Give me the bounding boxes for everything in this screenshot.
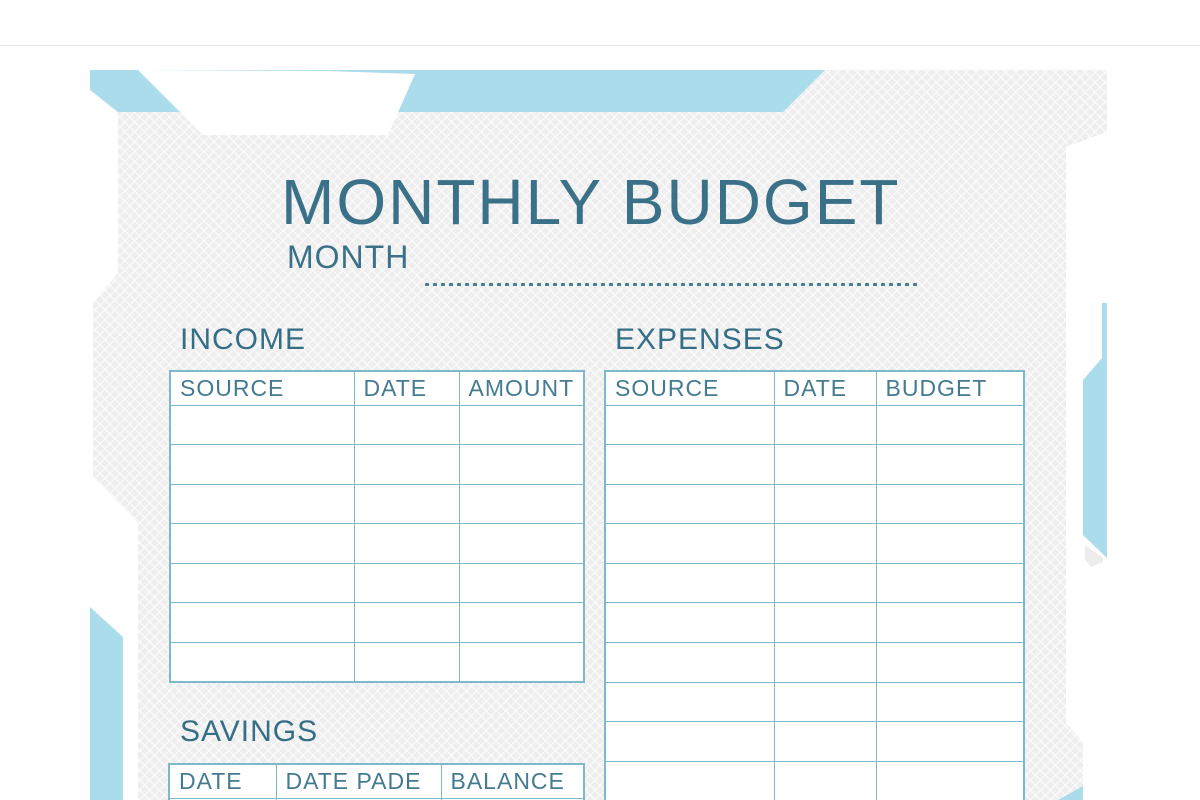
empty-cell bbox=[169, 523, 355, 564]
empty-cell bbox=[773, 721, 877, 762]
empty-cell bbox=[773, 760, 877, 800]
empty-cell bbox=[604, 642, 775, 683]
expenses-col-budget: BUDGET bbox=[875, 370, 1025, 406]
table-row bbox=[604, 681, 1025, 723]
table-row bbox=[169, 642, 585, 683]
savings-heading: SAVINGS bbox=[180, 715, 319, 748]
empty-cell bbox=[353, 602, 460, 644]
table-row bbox=[604, 562, 1025, 604]
empty-cell bbox=[604, 681, 775, 723]
empty-cell bbox=[773, 404, 877, 446]
table-row bbox=[604, 721, 1025, 762]
income-table: SOURCE DATE AMOUNT bbox=[169, 370, 585, 684]
table-row bbox=[604, 404, 1025, 446]
empty-cell bbox=[773, 483, 877, 525]
table-row bbox=[604, 760, 1025, 800]
savings-table: DATE DATE PADE BALANCE bbox=[168, 763, 585, 800]
empty-cell bbox=[169, 562, 355, 604]
income-col-date: DATE bbox=[353, 370, 460, 406]
expenses-col-source: SOURCE bbox=[604, 370, 775, 406]
table-row bbox=[168, 797, 585, 800]
empty-cell bbox=[875, 760, 1025, 800]
income-col-amount: AMOUNT bbox=[458, 370, 585, 406]
empty-cell bbox=[604, 444, 775, 485]
page-title: MONTHLY BUDGET bbox=[281, 166, 901, 238]
empty-cell bbox=[773, 681, 877, 723]
empty-cell bbox=[875, 602, 1025, 644]
empty-cell bbox=[875, 721, 1025, 762]
empty-cell bbox=[773, 562, 877, 604]
empty-cell bbox=[458, 562, 585, 604]
empty-cell bbox=[604, 483, 775, 525]
empty-cell bbox=[604, 760, 775, 800]
empty-cell bbox=[773, 444, 877, 485]
savings-col-balance: BALANCE bbox=[440, 763, 585, 799]
table-row bbox=[169, 483, 585, 525]
empty-cell bbox=[773, 602, 877, 644]
empty-cell bbox=[875, 562, 1025, 604]
table-row bbox=[169, 444, 585, 485]
month-fill-in-line bbox=[425, 283, 917, 286]
empty-cell bbox=[169, 483, 355, 525]
top-divider-line bbox=[0, 45, 1200, 46]
empty-cell bbox=[458, 483, 585, 525]
empty-cell bbox=[353, 642, 460, 683]
empty-cell bbox=[169, 642, 355, 683]
empty-cell bbox=[875, 523, 1025, 564]
savings-col-date: DATE bbox=[168, 763, 277, 799]
empty-cell bbox=[604, 602, 775, 644]
empty-cell bbox=[353, 523, 460, 564]
empty-cell bbox=[458, 602, 585, 644]
empty-cell bbox=[353, 444, 460, 485]
empty-cell bbox=[875, 483, 1025, 525]
savings-col-date-pade: DATE PADE bbox=[275, 763, 442, 799]
empty-cell bbox=[458, 523, 585, 564]
table-row bbox=[169, 562, 585, 604]
savings-header-row: DATE DATE PADE BALANCE bbox=[168, 763, 585, 799]
empty-cell bbox=[169, 404, 355, 446]
empty-cell bbox=[875, 681, 1025, 723]
income-heading: INCOME bbox=[180, 323, 306, 356]
empty-cell bbox=[875, 444, 1025, 485]
empty-cell bbox=[169, 602, 355, 644]
empty-cell bbox=[458, 404, 585, 446]
empty-cell bbox=[458, 642, 585, 683]
empty-cell bbox=[604, 721, 775, 762]
table-row bbox=[169, 404, 585, 446]
income-header-row: SOURCE DATE AMOUNT bbox=[169, 370, 585, 406]
table-row bbox=[604, 483, 1025, 525]
empty-cell bbox=[458, 444, 585, 485]
empty-cell bbox=[875, 404, 1025, 446]
table-row bbox=[169, 523, 585, 564]
income-col-source: SOURCE bbox=[169, 370, 355, 406]
empty-cell bbox=[773, 642, 877, 683]
expenses-heading: EXPENSES bbox=[615, 323, 785, 356]
empty-cell bbox=[604, 523, 775, 564]
empty-cell bbox=[169, 444, 355, 485]
table-row bbox=[169, 602, 585, 644]
empty-cell bbox=[604, 562, 775, 604]
empty-cell bbox=[604, 404, 775, 446]
table-row bbox=[604, 642, 1025, 683]
empty-cell bbox=[353, 562, 460, 604]
expenses-header-row: SOURCE DATE BUDGET bbox=[604, 370, 1025, 406]
table-row bbox=[604, 523, 1025, 564]
empty-cell bbox=[353, 483, 460, 525]
table-row bbox=[604, 602, 1025, 644]
empty-cell bbox=[773, 523, 877, 564]
month-label: MONTH bbox=[287, 239, 410, 275]
table-row bbox=[604, 444, 1025, 485]
expenses-table: SOURCE DATE BUDGET bbox=[604, 370, 1025, 800]
expenses-col-date: DATE bbox=[773, 370, 877, 406]
empty-cell bbox=[353, 404, 460, 446]
empty-cell bbox=[875, 642, 1025, 683]
empty-cell bbox=[440, 797, 585, 800]
